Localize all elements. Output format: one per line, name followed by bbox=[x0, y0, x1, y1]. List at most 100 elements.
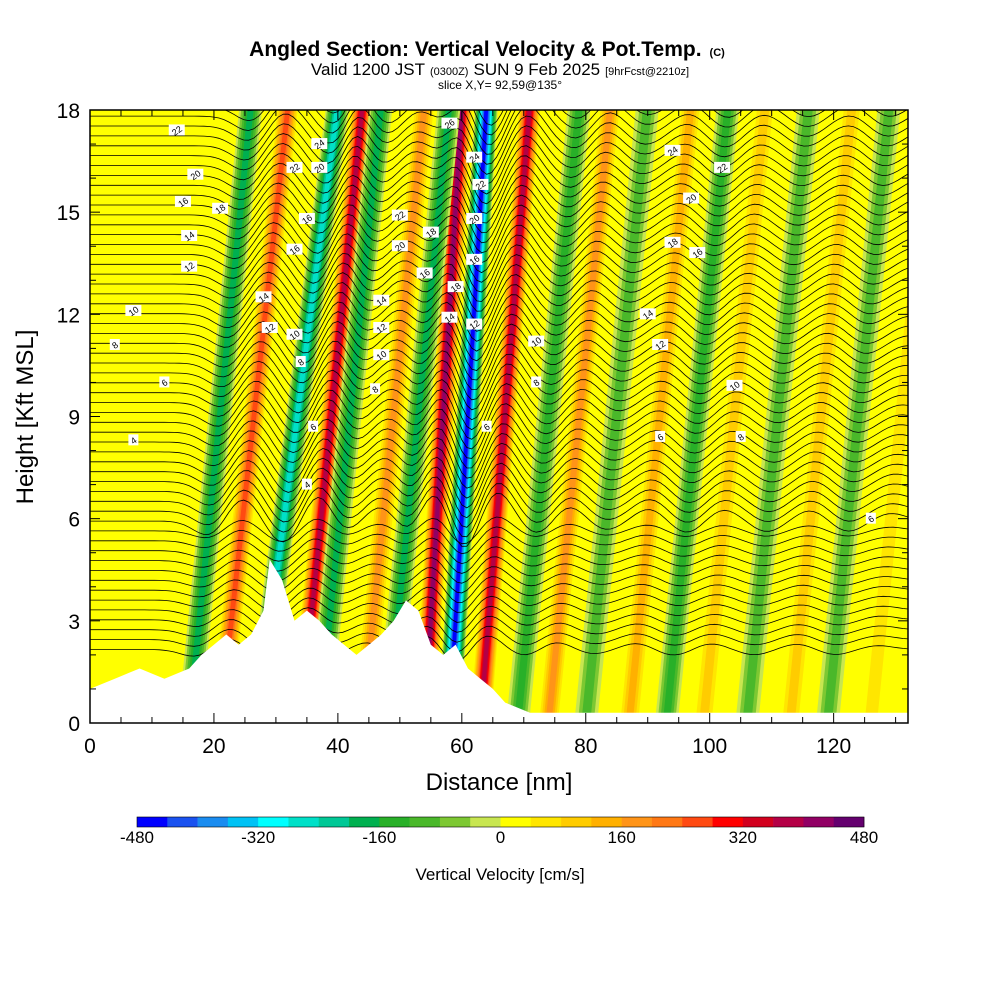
theta-contour bbox=[90, 175, 908, 234]
contour-label: 14 bbox=[255, 291, 272, 305]
theta-contour bbox=[90, 556, 908, 584]
contour-label: 20 bbox=[187, 168, 204, 182]
contour-label: 10 bbox=[373, 349, 390, 363]
contour-label-text: 6 bbox=[482, 422, 492, 433]
contour-label-bg bbox=[168, 124, 185, 136]
colorbar-swatch bbox=[682, 817, 713, 827]
contour-label-bg bbox=[373, 294, 390, 306]
contour-label: 18 bbox=[664, 236, 681, 250]
colorbar-swatch bbox=[439, 817, 471, 827]
theta-contour bbox=[90, 244, 908, 302]
contour-label-bg bbox=[373, 349, 390, 361]
colorbar-swatch bbox=[137, 817, 168, 827]
x-tick-label: 80 bbox=[574, 735, 597, 758]
contour-label: 16 bbox=[689, 246, 706, 260]
contour-label-bg bbox=[466, 151, 483, 163]
contour-label-text: 12 bbox=[182, 260, 196, 274]
velocity-contour-fill bbox=[545, 110, 613, 723]
contour-label-text: 20 bbox=[468, 212, 482, 226]
velocity-contour-fill bbox=[422, 110, 464, 723]
contour-label-text: 4 bbox=[302, 479, 312, 490]
potential-temperature-contours bbox=[90, 110, 908, 663]
theta-contour bbox=[90, 433, 908, 489]
theta-contour bbox=[90, 492, 908, 547]
x-tick-label: 0 bbox=[84, 735, 96, 758]
theta-contour bbox=[90, 442, 908, 499]
contour-label-bg bbox=[639, 308, 656, 320]
theta-contour bbox=[90, 373, 908, 431]
contour-label-text: 8 bbox=[370, 384, 380, 395]
colorbar-swatch bbox=[773, 817, 804, 827]
theta-contour bbox=[90, 595, 908, 623]
theta-contour bbox=[90, 516, 908, 545]
contour-label-bg bbox=[255, 291, 272, 303]
contour-label-text: 8 bbox=[296, 357, 306, 368]
contour-label: 14 bbox=[373, 294, 390, 308]
updraft-band bbox=[692, 110, 777, 723]
theta-contour bbox=[90, 452, 908, 509]
colorbar-tick-label: 480 bbox=[850, 828, 878, 847]
contour-label: 8 bbox=[735, 430, 746, 443]
contour-label-bg bbox=[308, 420, 319, 432]
colorbar-swatch bbox=[561, 817, 592, 827]
updraft-band bbox=[537, 110, 622, 723]
contour-label-text: 6 bbox=[866, 514, 876, 525]
contour-label-bg bbox=[311, 138, 328, 150]
contour-label-bg bbox=[286, 161, 303, 173]
updraft-band bbox=[778, 110, 864, 723]
contour-label-text: 20 bbox=[393, 240, 407, 254]
contour-label: 16 bbox=[286, 243, 303, 257]
contour-label: 8 bbox=[370, 383, 380, 395]
contour-label: 18 bbox=[447, 281, 464, 294]
contour-label-text: 10 bbox=[728, 379, 742, 393]
velocity-contour-fill bbox=[298, 110, 365, 723]
theta-contour bbox=[90, 413, 908, 469]
contour-label-text: 20 bbox=[313, 161, 327, 175]
contour-label-text: 8 bbox=[110, 340, 120, 351]
contour-label: 10 bbox=[726, 379, 743, 393]
theta-contour bbox=[90, 393, 908, 450]
x-tick-label: 100 bbox=[692, 735, 727, 758]
contour-label-bg bbox=[159, 376, 170, 388]
theta-contour bbox=[90, 483, 908, 538]
colorbar-swatch bbox=[258, 817, 289, 827]
theta-contour bbox=[90, 313, 908, 371]
downdraft-band bbox=[735, 110, 820, 723]
contour-label: 10 bbox=[528, 335, 545, 349]
contour-label-bg bbox=[726, 379, 743, 391]
y-tick-label: 9 bbox=[68, 407, 80, 430]
velocity-contour-fill bbox=[785, 110, 857, 723]
contour-label: 6 bbox=[481, 420, 492, 433]
colorbar-swatch bbox=[409, 817, 441, 827]
contour-label-bg bbox=[174, 195, 191, 207]
theta-contour bbox=[90, 214, 908, 274]
theta-contour bbox=[90, 423, 908, 479]
contour-label-bg bbox=[422, 226, 439, 238]
theta-contour bbox=[90, 125, 908, 185]
contour-label-bg bbox=[391, 240, 408, 252]
contour-label-bg bbox=[373, 321, 390, 333]
theta-contour bbox=[90, 546, 908, 574]
slice-info: slice X,Y= 92,59@135° bbox=[438, 78, 562, 92]
contour-label-bg bbox=[664, 144, 681, 156]
colorbar-tick-label: 160 bbox=[607, 828, 635, 847]
contour-label-text: 10 bbox=[127, 304, 141, 318]
y-tick-label: 0 bbox=[68, 713, 80, 736]
contour-label: 6 bbox=[159, 376, 170, 388]
contour-label: 22 bbox=[168, 124, 185, 138]
contour-label-text: 10 bbox=[288, 328, 302, 342]
contour-label-text: 12 bbox=[263, 321, 277, 335]
contour-label-bg bbox=[714, 161, 731, 173]
theta-contour bbox=[244, 110, 504, 126]
velocity-contour-fill bbox=[359, 110, 428, 723]
terrain bbox=[90, 559, 908, 723]
contour-label-bg bbox=[466, 318, 483, 330]
colorbar-tick-label: -480 bbox=[120, 828, 154, 847]
theta-contour bbox=[90, 585, 908, 613]
theta-contour bbox=[90, 110, 908, 145]
velocity-contour-fill bbox=[699, 110, 770, 723]
theta-contour bbox=[90, 224, 908, 283]
colorbar-swatch bbox=[742, 817, 774, 827]
contour-label-text: 20 bbox=[189, 168, 203, 182]
